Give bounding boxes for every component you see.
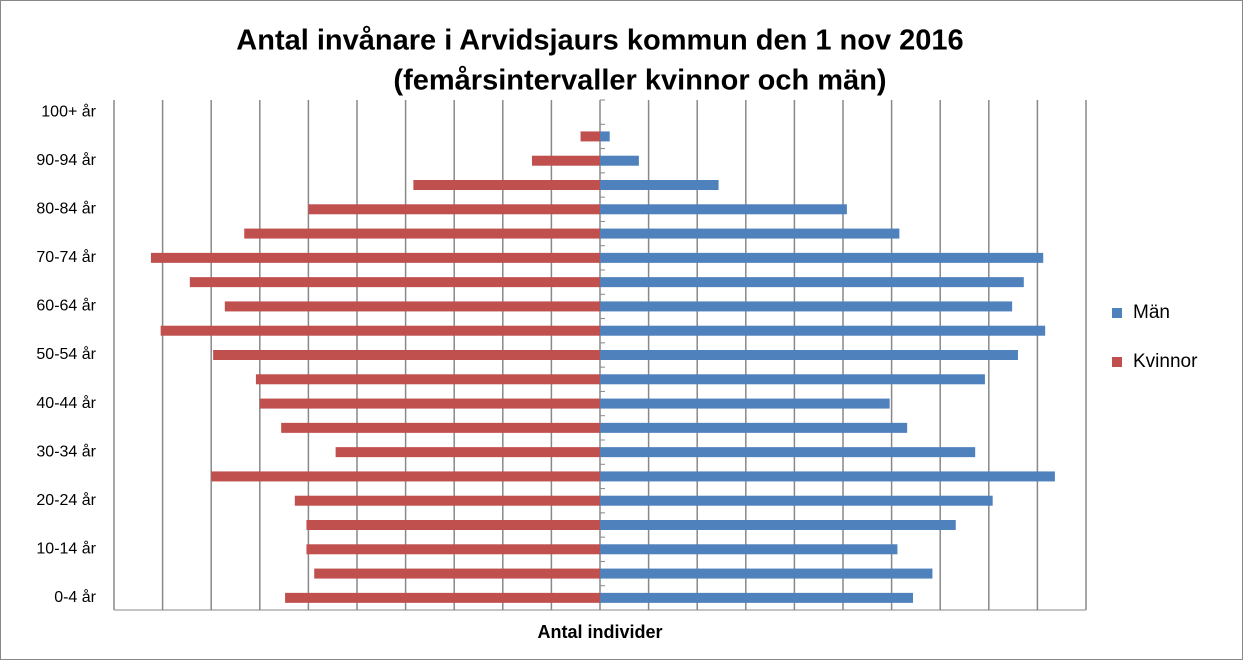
bar — [600, 155, 639, 166]
bar — [600, 374, 985, 385]
bar — [259, 398, 600, 409]
bar — [600, 301, 1013, 312]
bar — [600, 447, 976, 458]
bar — [600, 325, 1046, 336]
bar — [531, 155, 600, 166]
bar — [306, 544, 600, 555]
y-tick-label: 0-4 år — [54, 588, 96, 606]
y-tick-label: 40-44 år — [36, 394, 96, 412]
y-tick-label: 60-64 år — [36, 297, 96, 315]
bar — [306, 520, 600, 530]
legend-label: Kvinnor — [1133, 351, 1198, 372]
legend-swatch — [1112, 357, 1122, 367]
bar — [224, 301, 601, 312]
bar — [189, 277, 601, 288]
bar — [600, 180, 719, 190]
bar — [600, 350, 1018, 360]
y-tick-label: 80-84 år — [36, 200, 96, 218]
bar — [600, 131, 610, 142]
bar — [335, 447, 600, 458]
bar — [600, 520, 956, 530]
legend-swatch — [1112, 308, 1122, 318]
y-tick-label: 30-34 år — [36, 442, 96, 460]
bar — [160, 325, 600, 336]
bar — [600, 592, 913, 603]
chart-title: Antal invånare i Arvidsjaurs kommun den … — [236, 25, 963, 57]
bar — [600, 495, 993, 506]
bar — [600, 568, 933, 579]
bar — [600, 471, 1055, 482]
y-tick-label: 50-54 år — [36, 345, 96, 363]
legend-label: Män — [1133, 302, 1170, 323]
y-tick-label: 70-74 år — [36, 248, 96, 266]
bar — [314, 568, 600, 579]
y-tick-label: 100+ år — [41, 102, 96, 120]
bar — [213, 350, 601, 360]
bar — [294, 495, 600, 506]
bar — [600, 228, 900, 239]
bar — [600, 252, 1044, 263]
bar — [600, 544, 898, 555]
bar — [211, 471, 600, 482]
bar — [308, 204, 600, 215]
y-tick-label: 90-94 år — [36, 151, 96, 169]
bar — [285, 592, 600, 603]
bar — [255, 374, 601, 385]
y-tick-label: 20-24 år — [36, 491, 96, 509]
bar — [600, 277, 1024, 288]
bar — [600, 398, 890, 409]
x-axis-label: Antal individer — [537, 622, 662, 642]
bar — [244, 228, 601, 239]
chart-subtitle: (femårsintervaller kvinnor och män) — [393, 65, 886, 97]
y-tick-label: 10-14 år — [36, 540, 96, 558]
bar — [600, 422, 908, 433]
bar — [413, 180, 600, 190]
bar — [150, 252, 600, 263]
bar — [600, 204, 847, 215]
bar — [580, 131, 600, 142]
bar — [281, 422, 600, 433]
